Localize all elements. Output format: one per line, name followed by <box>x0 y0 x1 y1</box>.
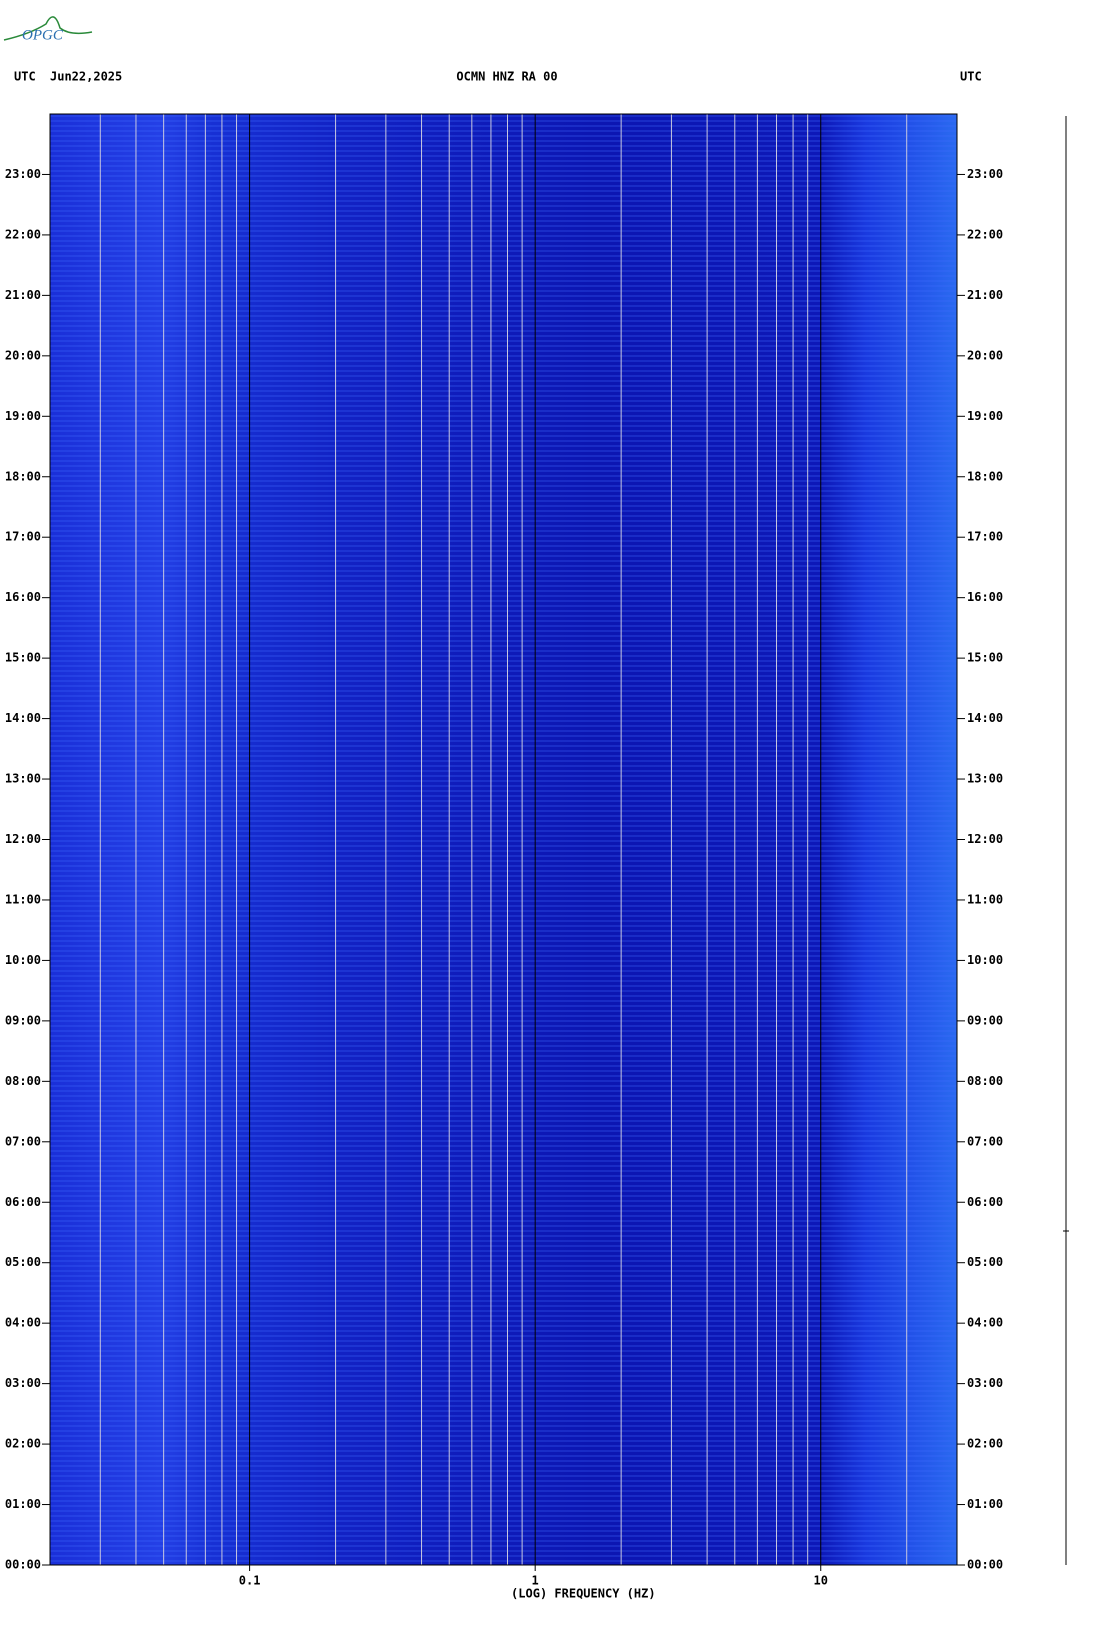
y-tick-label-left: 18:00 <box>5 469 41 483</box>
y-tick-label-left: 00:00 <box>5 1558 41 1572</box>
y-tick-label-right: 02:00 <box>967 1437 1003 1451</box>
y-tick-label-right: 14:00 <box>967 711 1003 725</box>
y-tick-label-left: 22:00 <box>5 227 41 241</box>
y-tick-label-right: 13:00 <box>967 772 1003 786</box>
spectrogram-texture <box>50 114 957 1565</box>
y-tick-label-right: 05:00 <box>967 1255 1003 1269</box>
x-tick-label: 0.1 <box>239 1574 261 1588</box>
y-tick-label-right: 08:00 <box>967 1074 1003 1088</box>
y-tick-label-left: 10:00 <box>5 953 41 967</box>
y-tick-label-left: 05:00 <box>5 1255 41 1269</box>
y-tick-label-left: 19:00 <box>5 409 41 423</box>
y-tick-label-right: 12:00 <box>967 832 1003 846</box>
y-tick-label-left: 08:00 <box>5 1074 41 1088</box>
right-label: UTC <box>960 70 982 84</box>
logo: OPGC <box>3 16 93 43</box>
y-tick-label-left: 23:00 <box>5 167 41 181</box>
x-tick-label: 10 <box>814 1574 828 1588</box>
y-tick-label-left: 06:00 <box>5 1195 41 1209</box>
y-tick-label-left: 21:00 <box>5 288 41 302</box>
y-tick-label-left: 20:00 <box>5 348 41 362</box>
y-tick-label-left: 02:00 <box>5 1437 41 1451</box>
y-tick-label-left: 13:00 <box>5 772 41 786</box>
logo-text: OPGC <box>22 27 64 43</box>
y-tick-label-right: 17:00 <box>967 530 1003 544</box>
y-tick-label-right: 20:00 <box>967 348 1003 362</box>
y-tick-label-right: 19:00 <box>967 409 1003 423</box>
x-axis-label: (LOG) FREQUENCY (HZ) <box>511 1587 656 1601</box>
x-tick-label: 1 <box>532 1574 539 1588</box>
chart-title: OCMN HNZ RA 00 <box>456 70 557 84</box>
y-tick-label-right: 23:00 <box>967 167 1003 181</box>
y-tick-label-left: 11:00 <box>5 892 41 906</box>
y-tick-label-left: 03:00 <box>5 1376 41 1390</box>
y-tick-label-right: 18:00 <box>967 469 1003 483</box>
y-tick-label-right: 06:00 <box>967 1195 1003 1209</box>
y-tick-label-right: 00:00 <box>967 1558 1003 1572</box>
y-tick-label-right: 07:00 <box>967 1134 1003 1148</box>
y-tick-label-right: 01:00 <box>967 1497 1003 1511</box>
y-tick-label-left: 14:00 <box>5 711 41 725</box>
plot-frame <box>49 113 958 1566</box>
y-tick-label-right: 21:00 <box>967 288 1003 302</box>
y-tick-label-left: 01:00 <box>5 1497 41 1511</box>
y-tick-label-right: 04:00 <box>967 1316 1003 1330</box>
y-tick-label-left: 09:00 <box>5 1013 41 1027</box>
y-tick-label-left: 04:00 <box>5 1316 41 1330</box>
y-tick-label-left: 15:00 <box>5 651 41 665</box>
y-tick-label-right: 15:00 <box>967 651 1003 665</box>
scale-bar <box>1063 116 1069 1565</box>
y-tick-label-right: 09:00 <box>967 1013 1003 1027</box>
y-tick-label-right: 10:00 <box>967 953 1003 967</box>
y-tick-label-right: 03:00 <box>967 1376 1003 1390</box>
y-tick-label-left: 17:00 <box>5 530 41 544</box>
y-tick-label-right: 11:00 <box>967 892 1003 906</box>
left-label: UTC <box>14 70 36 84</box>
y-tick-label-right: 22:00 <box>967 227 1003 241</box>
y-tick-label-left: 16:00 <box>5 590 41 604</box>
date: Jun22,2025 <box>50 70 122 84</box>
logo-curve <box>3 16 93 41</box>
y-tick-label-left: 07:00 <box>5 1134 41 1148</box>
y-tick-label-left: 12:00 <box>5 832 41 846</box>
y-tick-label-right: 16:00 <box>967 590 1003 604</box>
